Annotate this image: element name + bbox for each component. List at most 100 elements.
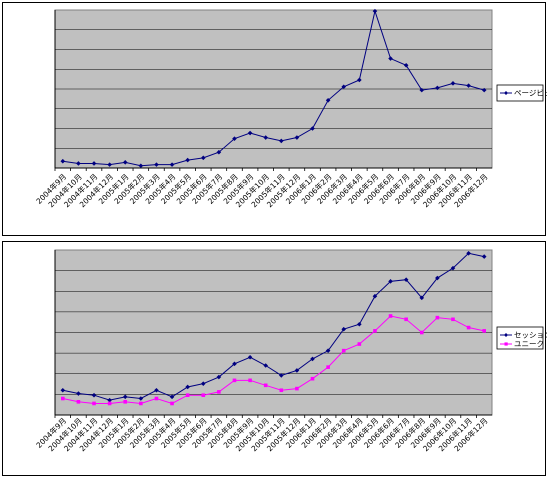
legend-box	[496, 84, 544, 102]
data-point	[279, 388, 284, 393]
data-point	[123, 400, 128, 404]
data-point	[325, 97, 331, 103]
series-line	[62, 315, 485, 404]
legend: セッションユニーク	[496, 326, 547, 350]
data-point	[217, 390, 221, 394]
data-point	[388, 279, 393, 284]
data-point	[294, 135, 300, 140]
data-point	[247, 354, 253, 360]
data-point	[450, 81, 456, 86]
data-point	[404, 317, 408, 322]
data-point	[295, 386, 299, 391]
data-point	[248, 378, 252, 383]
data-point	[263, 135, 268, 140]
gridlines	[55, 270, 492, 395]
data-point	[451, 317, 455, 322]
data-point	[107, 401, 112, 406]
data-point	[450, 265, 456, 271]
pageview-chart-panel: 2004年9月 2004年10月 2004年11月 2004年12月 2005年1月 20…	[2, 2, 547, 236]
data-point	[122, 394, 128, 400]
data-point	[138, 163, 144, 169]
data-point	[185, 393, 190, 397]
data-point	[263, 363, 268, 368]
data-point	[154, 396, 159, 401]
data-point	[232, 378, 237, 383]
data-point	[91, 392, 97, 398]
data-point	[154, 387, 159, 393]
data-point	[325, 348, 331, 353]
legend-label: ユニーク	[514, 340, 544, 349]
data-point	[122, 160, 128, 165]
data-point	[310, 376, 315, 381]
data-point	[200, 155, 206, 161]
data-point	[310, 126, 315, 131]
data-point	[60, 158, 66, 164]
data-point	[154, 162, 159, 167]
data-point	[435, 85, 440, 91]
data-point	[341, 84, 347, 90]
data-point	[216, 374, 222, 380]
data-point	[138, 396, 144, 401]
data-point	[419, 87, 425, 93]
data-point	[373, 329, 377, 333]
data-point	[185, 157, 190, 163]
data-point	[388, 56, 393, 61]
data-point	[107, 162, 112, 167]
data-point	[61, 396, 65, 401]
series-line	[62, 252, 485, 401]
data-point	[170, 401, 174, 406]
data-point	[107, 397, 112, 403]
data-point	[310, 356, 315, 362]
data-point	[279, 138, 284, 144]
data-point	[419, 330, 424, 335]
data-point	[263, 383, 268, 388]
data-point	[247, 130, 253, 136]
data-point	[76, 161, 81, 166]
data-point	[139, 401, 143, 406]
data-point	[76, 391, 81, 396]
data-point	[357, 342, 362, 346]
data-point	[200, 381, 206, 386]
session-unique-line-chart: 2004年9月2004年10月2004年11月2004年12月2005年1月20…	[34, 249, 547, 453]
x-tick-labels: 2004年9月2004年10月2004年11月2004年12月2005年1月20…	[34, 168, 490, 209]
series-line	[62, 9, 485, 167]
data-point	[60, 387, 66, 393]
data-point	[185, 384, 190, 390]
data-point	[466, 83, 471, 88]
data-point	[91, 161, 97, 166]
pageview-line-chart: 2004年9月2004年10月2004年11月2004年12月2005年1月20…	[34, 8, 547, 209]
legend-swatch-marker	[504, 333, 508, 337]
legend-swatch-marker	[504, 91, 508, 95]
data-point	[388, 314, 393, 318]
data-point	[403, 63, 409, 68]
session-unique-chart-panel: 2004年9月 2004年10月 2004年11月 2004年12月 2005年1月 20…	[2, 241, 547, 476]
data-point	[169, 162, 175, 167]
data-point	[482, 329, 486, 333]
gridlines	[55, 29, 492, 149]
data-point	[279, 373, 284, 378]
x-tick-labels: 2004年9月2004年10月2004年11月2004年12月2005年1月20…	[34, 415, 490, 453]
data-point	[216, 149, 222, 155]
data-point	[341, 348, 346, 353]
data-point	[357, 321, 362, 327]
data-point	[326, 365, 330, 369]
data-point	[466, 325, 471, 330]
data-point	[419, 295, 425, 301]
legend-label: ページビュー	[514, 89, 547, 98]
data-point	[294, 368, 300, 373]
data-point	[76, 400, 81, 404]
data-point	[232, 361, 237, 367]
data-point	[435, 315, 440, 320]
series-1	[60, 8, 487, 169]
data-point	[232, 136, 237, 141]
series-2	[61, 314, 486, 406]
legend: ページビュー	[496, 84, 547, 102]
legend-label: セッション	[514, 331, 547, 340]
legend-swatch-marker	[504, 342, 508, 346]
data-point	[201, 393, 206, 397]
data-point	[92, 401, 96, 406]
data-point	[357, 77, 362, 83]
data-point	[481, 87, 487, 93]
data-point	[169, 394, 175, 400]
